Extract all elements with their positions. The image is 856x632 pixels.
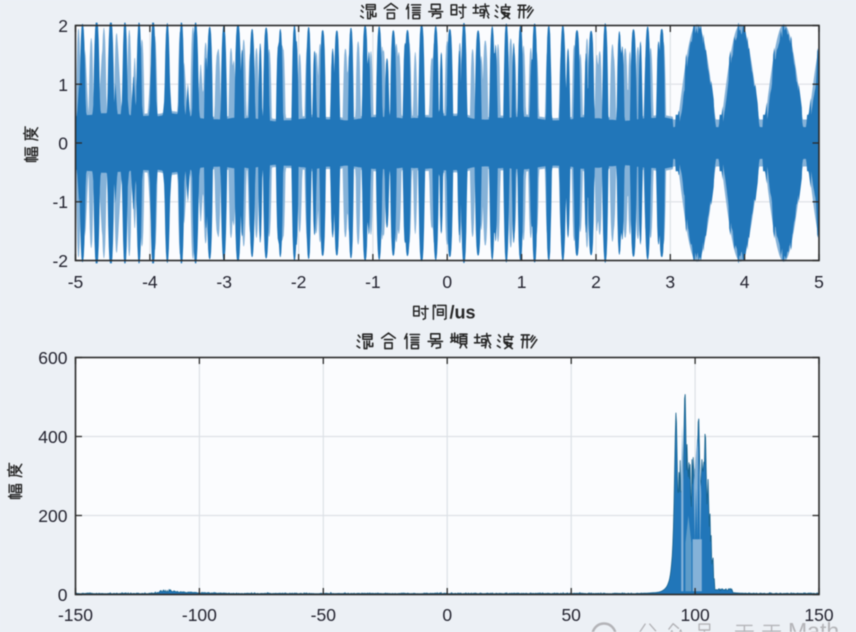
svg-text:-150: -150 [58, 605, 93, 625]
svg-text:-5: -5 [68, 272, 84, 292]
svg-text:200: 200 [38, 506, 67, 526]
svg-text:600: 600 [38, 348, 67, 368]
svg-text:0: 0 [442, 605, 452, 625]
svg-text:0: 0 [58, 585, 68, 605]
svg-text:0: 0 [442, 272, 452, 292]
svg-text:1: 1 [58, 75, 68, 95]
svg-text:3: 3 [665, 272, 675, 292]
svg-text:400: 400 [38, 427, 67, 447]
svg-text:-4: -4 [142, 272, 158, 292]
svg-text:/us: /us [450, 303, 476, 323]
svg-text:100: 100 [680, 605, 709, 625]
svg-text:5: 5 [814, 272, 824, 292]
svg-text:-1: -1 [365, 272, 381, 292]
svg-text:50: 50 [561, 605, 581, 625]
svg-text:-50: -50 [311, 605, 337, 625]
svg-text:0: 0 [58, 134, 68, 154]
svg-text:1: 1 [517, 272, 527, 292]
svg-text:4: 4 [740, 272, 750, 292]
svg-text:-100: -100 [182, 605, 217, 625]
svg-text:-2: -2 [52, 251, 68, 271]
svg-text:150: 150 [804, 605, 833, 625]
svg-text:2: 2 [58, 16, 68, 36]
svg-text:Math: Math [788, 618, 839, 632]
svg-text:-1: -1 [52, 192, 68, 212]
svg-text:-2: -2 [291, 272, 307, 292]
svg-text:2: 2 [591, 272, 601, 292]
svg-text:-3: -3 [216, 272, 232, 292]
